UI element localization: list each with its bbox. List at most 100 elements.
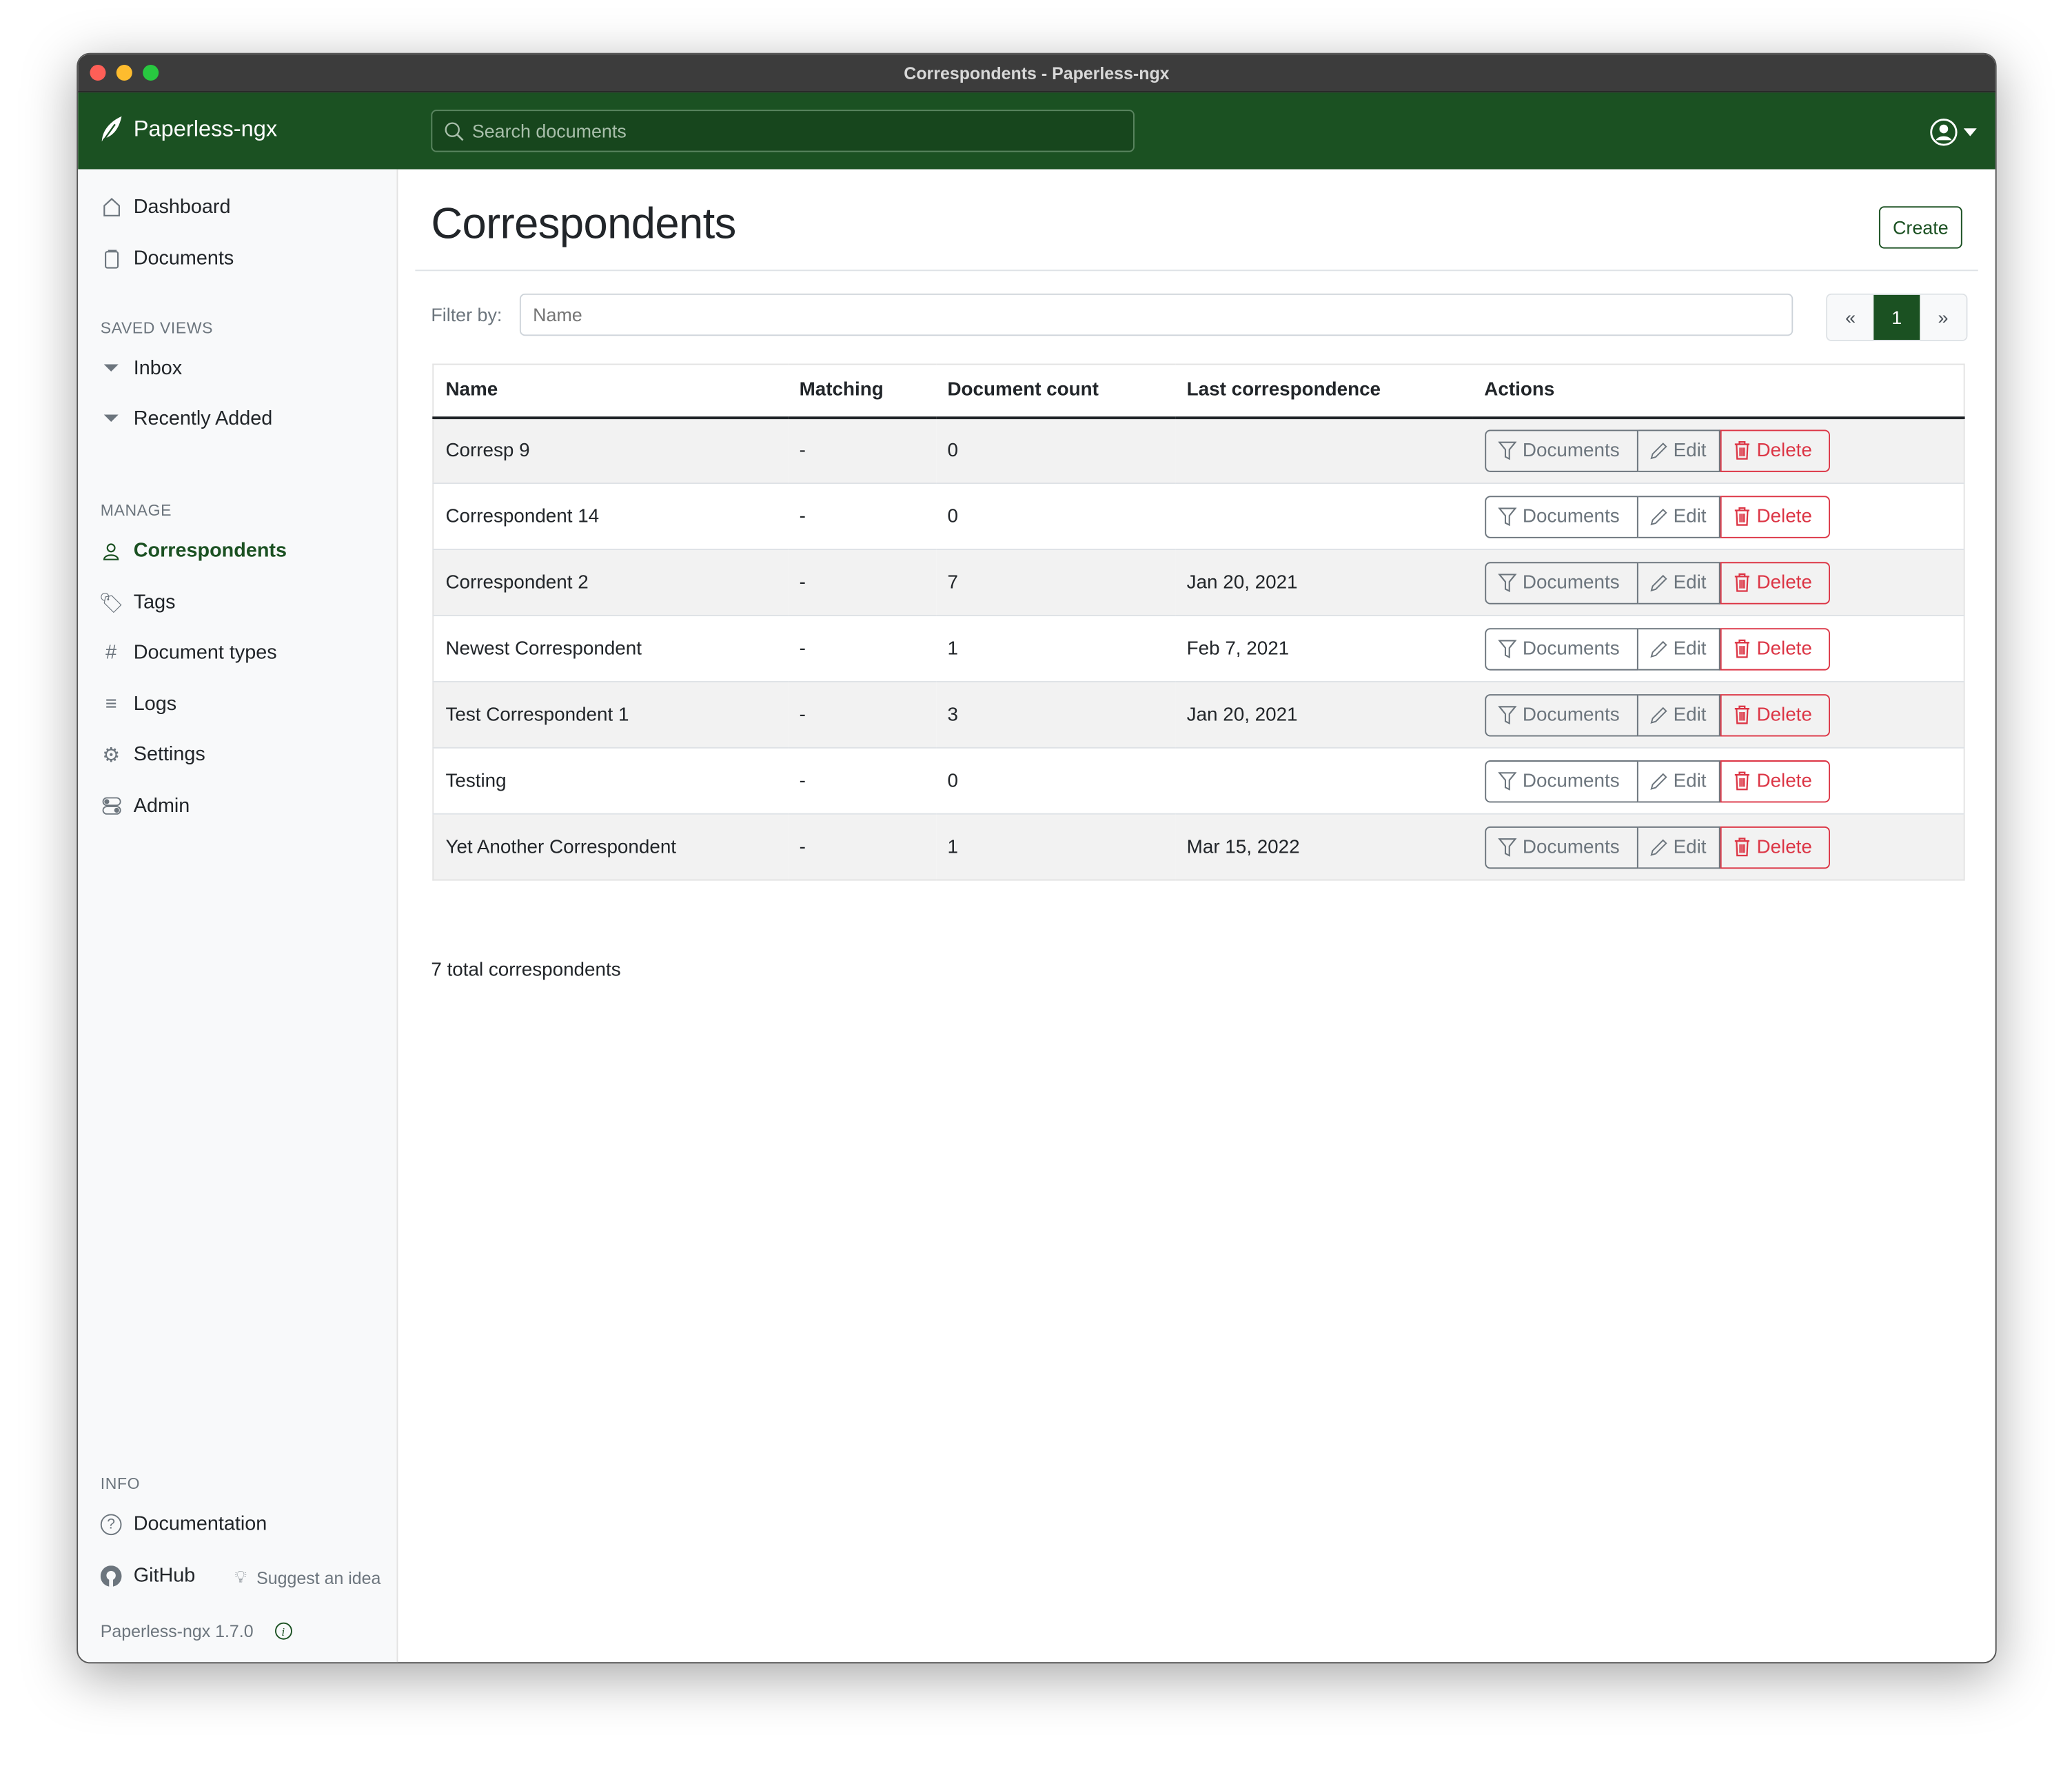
sidebar-item-label: Recently Added bbox=[133, 407, 273, 430]
sidebar: Dashboard Documents SAVED VIEWS ⏷ Inbox ⏷… bbox=[78, 169, 398, 1663]
edit-button[interactable]: Edit bbox=[1637, 495, 1720, 538]
cell-matching: - bbox=[787, 813, 936, 880]
cell-name: Correspondent 14 bbox=[433, 483, 788, 550]
sidebar-item-label: GitHub bbox=[133, 1564, 196, 1587]
cell-last-correspondence: Jan 20, 2021 bbox=[1175, 549, 1473, 616]
edit-button[interactable]: Edit bbox=[1637, 627, 1720, 670]
pencil-icon bbox=[1649, 640, 1667, 658]
minimize-window-button[interactable] bbox=[116, 64, 132, 81]
edit-button[interactable]: Edit bbox=[1637, 825, 1720, 869]
documents-button[interactable]: Documents bbox=[1484, 825, 1638, 869]
cell-matching: - bbox=[787, 416, 936, 484]
action-button-group: Documents Edit Delete bbox=[1484, 429, 1829, 472]
cell-document-count: 7 bbox=[935, 549, 1175, 616]
delete-button[interactable]: Delete bbox=[1719, 495, 1829, 538]
edit-label: Edit bbox=[1673, 704, 1707, 726]
sidebar-item-inbox[interactable]: ⏷ Inbox bbox=[101, 356, 183, 380]
sidebar-item-github[interactable]: GitHub bbox=[100, 1564, 196, 1587]
sidebar-item-tags[interactable]: 🏷︎ Tags bbox=[99, 591, 176, 614]
sidebar-item-label: Admin bbox=[133, 794, 190, 818]
sidebar-item-label: Dashboard bbox=[133, 195, 231, 219]
sidebar-item-label: Documentation bbox=[133, 1512, 267, 1536]
documents-button[interactable]: Documents bbox=[1484, 693, 1638, 736]
version-info: Paperless-ngx 1.7.0 i bbox=[101, 1621, 292, 1641]
documents-button[interactable]: Documents bbox=[1484, 760, 1638, 802]
cell-actions: Documents Edit Delete bbox=[1472, 416, 1964, 484]
sidebar-item-document-types[interactable]: # Document types bbox=[101, 641, 277, 664]
delete-label: Delete bbox=[1756, 770, 1812, 792]
sidebar-item-recently-added[interactable]: ⏷ Recently Added bbox=[101, 407, 273, 430]
cell-last-correspondence bbox=[1175, 747, 1473, 814]
edit-label: Edit bbox=[1673, 770, 1707, 792]
delete-button[interactable]: Delete bbox=[1719, 693, 1829, 736]
column-header-document-count[interactable]: Document count bbox=[935, 364, 1175, 419]
suggest-idea-link[interactable]: 💡︎ Suggest an idea bbox=[230, 1567, 381, 1588]
delete-button[interactable]: Delete bbox=[1719, 429, 1829, 472]
documents-button[interactable]: Documents bbox=[1484, 561, 1638, 604]
close-window-button[interactable] bbox=[90, 64, 106, 81]
navbar: Paperless-ngx bbox=[78, 92, 1995, 170]
funnel-icon bbox=[1497, 640, 1516, 659]
edit-button[interactable]: Edit bbox=[1637, 760, 1720, 802]
sidebar-item-label: Inbox bbox=[133, 356, 183, 380]
main-content: Correspondents Create Filter by: « 1 » N… bbox=[398, 170, 1995, 1663]
documents-button[interactable]: Documents bbox=[1484, 429, 1638, 472]
filter-label: Filter by: bbox=[431, 304, 502, 325]
cell-name: Yet Another Correspondent bbox=[433, 813, 788, 880]
funnel-icon: ⏷ bbox=[103, 356, 119, 380]
column-header-matching[interactable]: Matching bbox=[787, 364, 936, 419]
documents-button[interactable]: Documents bbox=[1484, 495, 1638, 538]
cell-document-count: 3 bbox=[935, 680, 1175, 748]
files-icon bbox=[101, 248, 122, 270]
documents-label: Documents bbox=[1522, 770, 1620, 792]
documents-label: Documents bbox=[1522, 836, 1620, 858]
sidebar-item-documents[interactable]: Documents bbox=[101, 247, 234, 270]
sidebar-item-admin[interactable]: Admin bbox=[101, 795, 190, 818]
brand-link[interactable]: Paperless-ngx bbox=[99, 115, 277, 144]
documents-button[interactable]: Documents bbox=[1484, 627, 1638, 670]
next-page-button[interactable]: » bbox=[1920, 294, 1967, 341]
delete-button[interactable]: Delete bbox=[1719, 825, 1829, 869]
suggest-idea-label: Suggest an idea bbox=[256, 1567, 381, 1587]
gear-icon: ⚙ bbox=[102, 744, 121, 767]
column-header-last-correspondence[interactable]: Last correspondence bbox=[1175, 364, 1473, 419]
search-box[interactable] bbox=[431, 110, 1135, 152]
sidebar-item-correspondents[interactable]: Correspondents bbox=[101, 540, 287, 562]
prev-page-button[interactable]: « bbox=[1827, 294, 1874, 341]
info-heading: INFO bbox=[100, 1474, 141, 1493]
sidebar-item-label: Logs bbox=[133, 693, 177, 715]
trash-icon bbox=[1734, 771, 1749, 791]
github-icon bbox=[100, 1565, 122, 1587]
funnel-icon bbox=[1497, 706, 1516, 725]
sidebar-item-documentation[interactable]: ? Documentation bbox=[100, 1512, 267, 1536]
delete-button[interactable]: Delete bbox=[1719, 760, 1829, 802]
funnel-icon bbox=[1497, 838, 1516, 857]
search-input[interactable] bbox=[471, 120, 1107, 142]
delete-label: Delete bbox=[1756, 704, 1812, 726]
sidebar-item-label: Settings bbox=[133, 743, 205, 766]
brand-name: Paperless-ngx bbox=[133, 116, 278, 142]
sidebar-item-label: Tags bbox=[133, 591, 176, 614]
cell-last-correspondence: Jan 20, 2021 bbox=[1175, 680, 1473, 748]
edit-button[interactable]: Edit bbox=[1637, 693, 1720, 736]
pencil-icon bbox=[1649, 772, 1667, 789]
sidebar-item-settings[interactable]: ⚙ Settings bbox=[101, 743, 205, 767]
delete-label: Delete bbox=[1756, 571, 1812, 593]
filter-name-input[interactable] bbox=[519, 293, 1794, 336]
edit-button[interactable]: Edit bbox=[1637, 429, 1720, 472]
delete-button[interactable]: Delete bbox=[1719, 561, 1829, 604]
delete-button[interactable]: Delete bbox=[1719, 627, 1829, 670]
maximize-window-button[interactable] bbox=[143, 64, 159, 81]
table-row: Correspondent 2-7 Jan 20, 2021 Documents … bbox=[433, 549, 1964, 616]
create-button[interactable]: Create bbox=[1878, 206, 1962, 249]
documents-label: Documents bbox=[1522, 440, 1620, 462]
info-circle-icon[interactable]: i bbox=[274, 1622, 292, 1640]
user-menu-button[interactable] bbox=[1929, 118, 1977, 147]
sidebar-item-logs[interactable]: ≡ Logs bbox=[101, 693, 176, 715]
sidebar-item-dashboard[interactable]: Dashboard bbox=[101, 196, 231, 219]
cell-matching: - bbox=[787, 615, 936, 682]
table-row: Correspondent 14-0 Documents Edit Delete bbox=[433, 483, 1964, 550]
column-header-name[interactable]: Name bbox=[433, 364, 788, 419]
page-1-button[interactable]: 1 bbox=[1873, 294, 1920, 341]
edit-button[interactable]: Edit bbox=[1637, 561, 1720, 604]
